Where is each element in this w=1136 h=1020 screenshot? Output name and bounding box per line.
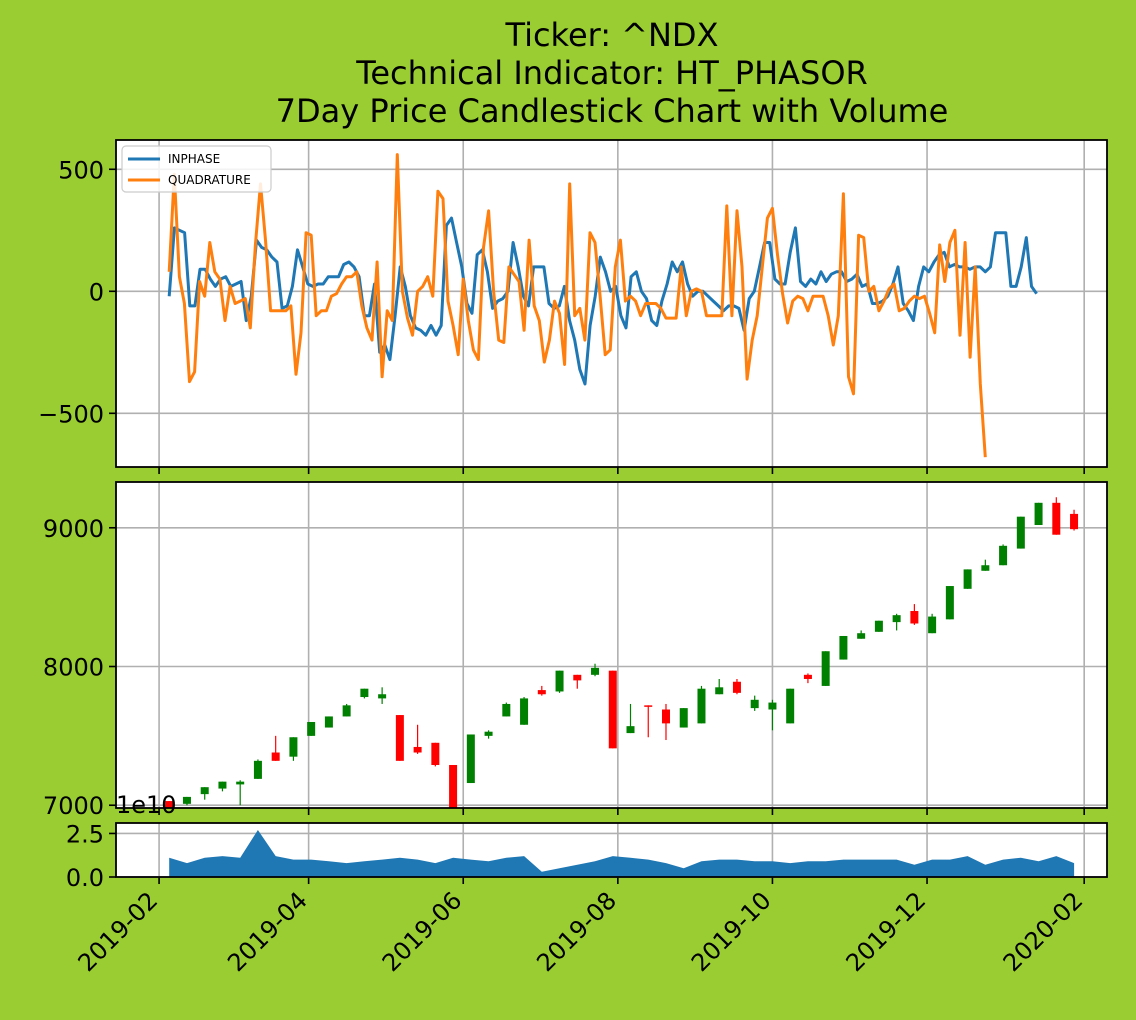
- candle-body-19: [502, 704, 510, 716]
- candle-body-3: [218, 782, 226, 789]
- candle-body-39: [857, 633, 865, 639]
- candle-body-14: [414, 747, 422, 753]
- indicator-legend: INPHASE QUADRATURE: [122, 146, 271, 192]
- x-tick-label-2019-06: 2019-06: [377, 886, 468, 977]
- price-ytick-label-0: 9000: [43, 515, 104, 543]
- candle-body-31: [715, 687, 723, 694]
- candle-body-2: [201, 787, 209, 794]
- x-axis: 2019-02 2019-04 2019-06 2019-08 2019-10 2019-…: [73, 886, 1089, 977]
- candle-body-42: [910, 611, 918, 623]
- candle-body-50: [1052, 503, 1060, 535]
- volume-ytick-label-1: 0.0: [66, 864, 104, 892]
- chart-title-line-2: Technical Indicator: HT_PHASOR: [355, 54, 868, 92]
- candle-body-1: [183, 797, 191, 804]
- candle-body-27: [644, 705, 652, 707]
- candle-body-49: [1035, 503, 1043, 525]
- indicator-ytick-label-0: 500: [58, 156, 104, 184]
- candle-body-8: [307, 722, 315, 736]
- candle-body-35: [786, 689, 794, 724]
- candle-body-51: [1070, 514, 1078, 529]
- x-tick-label-2019-10: 2019-10: [686, 886, 777, 977]
- indicator-ytick-label-1: 0: [89, 278, 104, 306]
- candle-body-47: [999, 546, 1007, 565]
- candle-body-15: [431, 743, 439, 765]
- candle-body-5: [254, 761, 262, 779]
- candle-body-6: [272, 753, 280, 761]
- candle-body-40: [875, 621, 883, 632]
- candle-body-29: [680, 708, 688, 727]
- candle-body-16: [449, 765, 457, 808]
- x-tick-label-2019-08: 2019-08: [531, 886, 622, 977]
- candle-body-25: [609, 671, 617, 749]
- candle-body-38: [839, 636, 847, 660]
- candle-body-45: [964, 569, 972, 588]
- candle-body-32: [733, 682, 741, 693]
- candle-body-18: [485, 732, 493, 736]
- candle-body-30: [697, 689, 705, 724]
- indicator-panel: 500 0 −500 INPHASE QUADRATURE: [38, 140, 1107, 474]
- candle-body-41: [893, 615, 901, 622]
- candle-body-11: [360, 689, 368, 697]
- candle-body-22: [556, 671, 564, 692]
- legend-label-inphase: INPHASE: [168, 152, 220, 166]
- candle-body-17: [467, 734, 475, 783]
- x-tick-label-2019-02: 2019-02: [73, 886, 164, 977]
- candle-body-26: [627, 726, 635, 733]
- price-ytick-label-1: 8000: [43, 654, 104, 682]
- candle-body-7: [289, 737, 297, 756]
- candle-body-20: [520, 698, 528, 724]
- volume-ytick-label-0: 2.5: [66, 820, 104, 848]
- indicator-ytick-label-2: −500: [38, 400, 104, 428]
- candle-body-33: [751, 700, 759, 708]
- candle-body-44: [946, 586, 954, 619]
- x-tick-label-2019-12: 2019-12: [841, 886, 932, 977]
- candle-body-37: [822, 651, 830, 686]
- price-background: [116, 482, 1107, 808]
- candle-body-13: [396, 715, 404, 761]
- candle-body-23: [573, 675, 581, 681]
- chart-title-line-3: 7Day Price Candlestick Chart with Volume: [276, 92, 949, 130]
- chart-title-line-1: Ticker: ^NDX: [505, 16, 719, 54]
- candle-body-24: [591, 668, 599, 675]
- price-panel: 9000 8000 7000: [43, 482, 1107, 820]
- candle-body-46: [981, 565, 989, 571]
- price-ytick-label-2: 7000: [43, 792, 104, 820]
- candle-body-4: [236, 782, 244, 785]
- candle-body-28: [662, 710, 670, 724]
- volume-offset-text: 1e10: [116, 791, 177, 819]
- legend-label-quadrature: QUADRATURE: [168, 173, 251, 187]
- candle-body-10: [343, 705, 351, 716]
- candle-body-9: [325, 716, 333, 727]
- candle-body-36: [804, 675, 812, 679]
- candle-body-21: [538, 690, 546, 694]
- x-tick-label-2019-04: 2019-04: [222, 886, 313, 977]
- x-tick-label-2020-02: 2020-02: [998, 886, 1089, 977]
- candle-body-43: [928, 617, 936, 634]
- candle-body-48: [1017, 517, 1025, 549]
- candle-body-12: [378, 694, 386, 698]
- candle-body-34: [768, 703, 776, 710]
